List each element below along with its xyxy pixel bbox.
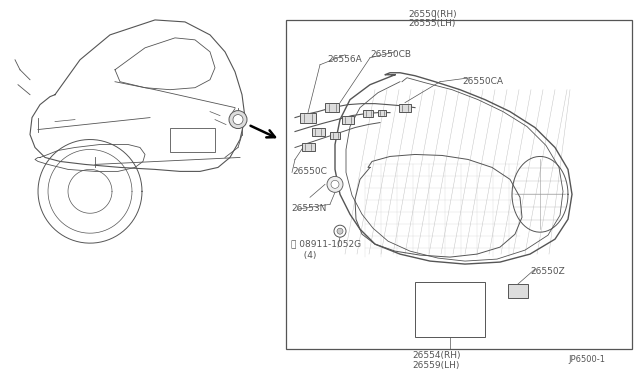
Bar	[170, 128, 215, 153]
Bar	[312, 128, 324, 135]
Text: 26550Z: 26550Z	[530, 267, 564, 276]
Text: 26556A: 26556A	[327, 55, 362, 64]
Bar	[378, 110, 386, 116]
Text: 26550CB: 26550CB	[370, 50, 411, 59]
Bar	[342, 116, 354, 124]
Circle shape	[337, 228, 343, 234]
Bar	[286, 20, 632, 349]
Bar	[301, 144, 314, 151]
Bar	[300, 113, 316, 122]
Circle shape	[233, 115, 243, 125]
Text: 26559(LH): 26559(LH)	[412, 361, 460, 370]
Circle shape	[334, 225, 346, 237]
Text: 26550CA: 26550CA	[462, 77, 503, 86]
Text: 26554(RH): 26554(RH)	[412, 351, 461, 360]
Text: JP6500-1: JP6500-1	[568, 355, 605, 364]
Bar	[330, 132, 340, 139]
Circle shape	[331, 180, 339, 188]
Bar	[415, 282, 485, 337]
Text: 26550(RH): 26550(RH)	[408, 10, 456, 19]
Circle shape	[327, 176, 343, 192]
Bar	[508, 284, 528, 298]
Text: (4): (4)	[298, 251, 316, 260]
Circle shape	[229, 110, 247, 129]
Bar	[399, 104, 411, 112]
Bar	[325, 103, 339, 112]
Text: 26555(LH): 26555(LH)	[408, 19, 456, 28]
Bar	[363, 110, 373, 117]
Text: 26550C: 26550C	[292, 167, 327, 176]
Text: ⓝ 08911-1052G: ⓝ 08911-1052G	[291, 239, 361, 248]
Text: 26553N: 26553N	[291, 204, 326, 213]
